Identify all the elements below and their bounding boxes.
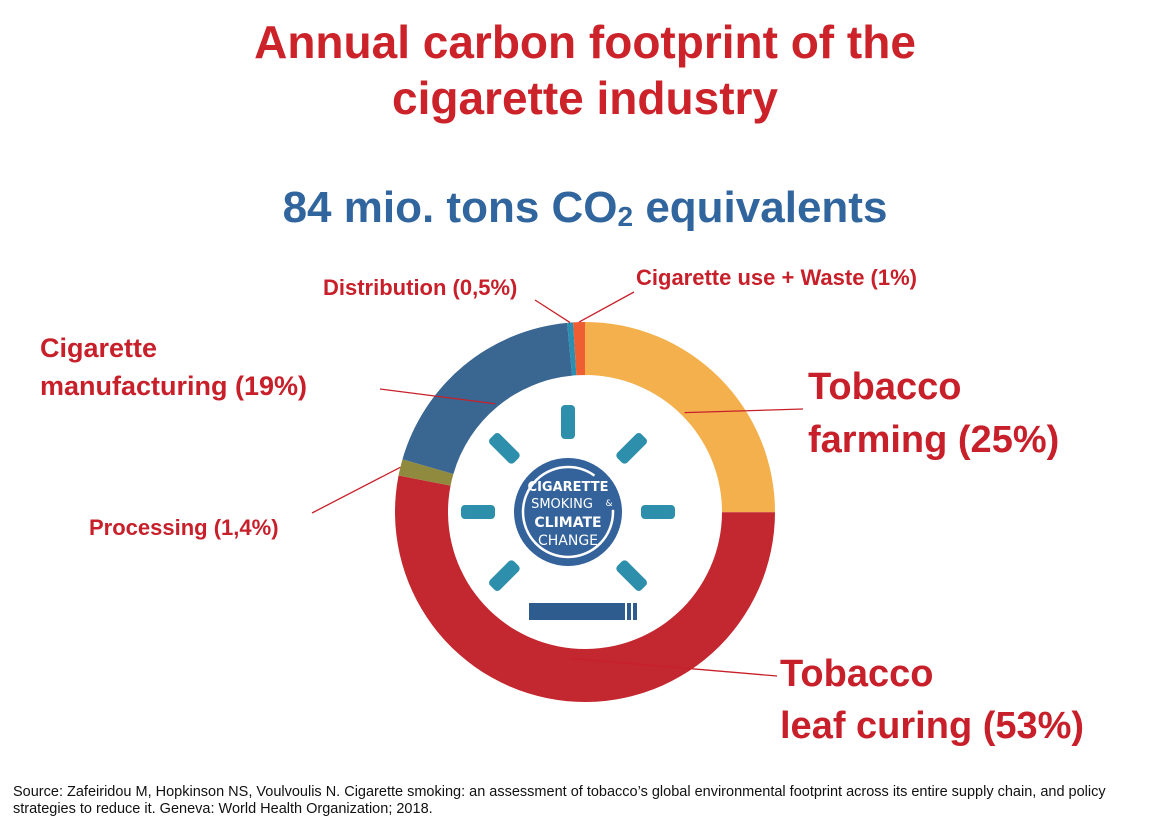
- chart-title-line-2: cigarette industry: [392, 72, 778, 124]
- slice-manufacturing: [402, 322, 573, 474]
- leader-line-manufacturing: [379, 388, 496, 405]
- badge-line-2: SMOKING: [531, 497, 593, 512]
- badge-line-3: CLIMATE: [534, 515, 601, 531]
- sun-rays-icon: [461, 405, 675, 591]
- label-distribution: Distribution (0,5%): [323, 275, 517, 300]
- leader-line-processing: [311, 466, 401, 514]
- label-leaf-curing-line-1: Tobacco: [780, 653, 933, 695]
- ray-icon: [641, 505, 675, 519]
- center-badge: [514, 458, 622, 566]
- slice-tobacco-farming: [585, 322, 775, 513]
- slice-distribution: [567, 322, 577, 376]
- chart-subtitle: 84 mio. tons CO2 equivalents: [0, 180, 1170, 236]
- center-graphic: CIGARETTE SMOKING & CLIMATE CHANGE: [461, 405, 675, 620]
- chart-title-line-1: Annual carbon footprint of the: [254, 16, 916, 68]
- leader-line-use-waste: [578, 291, 635, 323]
- chart-title: Annual carbon footprint of the cigarette…: [0, 14, 1170, 126]
- label-leaf-curing-line-2: leaf curing (53%): [780, 705, 1084, 747]
- ray-icon: [616, 433, 647, 464]
- ray-icon: [489, 433, 520, 464]
- leader-lines: [311, 291, 804, 677]
- badge-ampersand: &: [605, 499, 612, 509]
- label-manufacturing-line-2: manufacturing (19%): [40, 371, 307, 401]
- slice-processing: [398, 459, 454, 486]
- ray-icon: [616, 560, 647, 591]
- label-manufacturing-line-1: Cigarette: [40, 333, 157, 363]
- badge-line-4: CHANGE: [538, 533, 598, 549]
- leader-line-distribution: [534, 299, 571, 324]
- slice-use-waste: [573, 322, 585, 376]
- slice-leaf-curing: [394, 475, 775, 703]
- subtitle-subscript: 2: [617, 201, 634, 232]
- ray-icon: [489, 560, 520, 591]
- label-cigarette-use-waste: Cigarette use + Waste (1%): [636, 265, 917, 290]
- badge-line-1: CIGARETTE: [528, 480, 609, 495]
- cigarette-icon: [529, 603, 637, 620]
- subtitle-main: 84 mio. tons CO: [282, 183, 618, 232]
- leader-line-leaf-curing: [570, 657, 778, 677]
- ray-icon: [461, 505, 495, 519]
- badge-ring-arrow-icon: [521, 465, 615, 559]
- source-citation: Source: Zafeiridou M, Hopkinson NS, Voul…: [13, 784, 1106, 817]
- donut-slices: [394, 322, 775, 703]
- ray-icon: [561, 405, 575, 439]
- leader-line-tobacco-farming: [684, 408, 804, 414]
- label-farming-line-1: Tobacco: [808, 366, 961, 408]
- label-farming-line-2: farming (25%): [808, 419, 1059, 461]
- subtitle-suffix: equivalents: [633, 183, 888, 232]
- label-processing: Processing (1,4%): [89, 515, 279, 540]
